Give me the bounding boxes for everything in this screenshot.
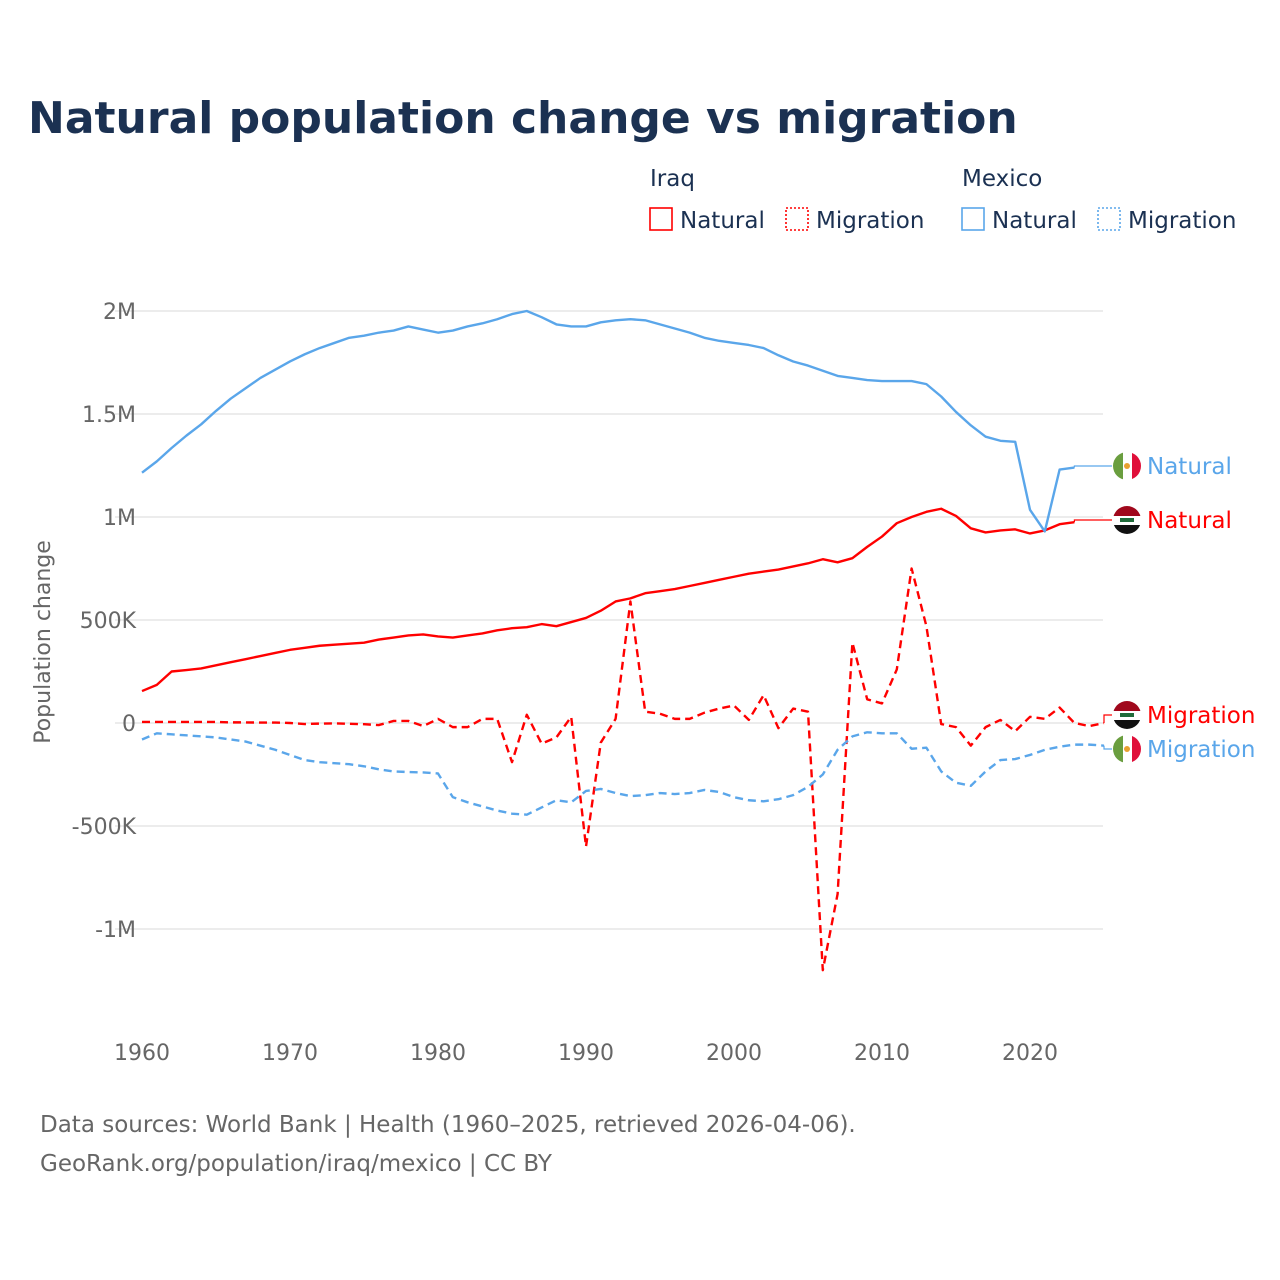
end-label: Migration: [1147, 703, 1255, 729]
mexico-flag-icon: [1113, 452, 1141, 480]
x-tick-label: 1960: [114, 1041, 170, 1066]
y-tick-label: 2M: [103, 300, 136, 325]
iraq-flag-icon: [1113, 506, 1141, 534]
series-line-iraq-migration: [142, 567, 1105, 972]
footer-source: Data sources: World Bank | Health (1960–…: [40, 1112, 856, 1138]
flag-emblem: [1120, 713, 1134, 717]
series-lines: [141, 309, 1112, 972]
y-tick-label: 500K: [80, 609, 137, 634]
legend-swatch: [961, 207, 985, 231]
x-tick-label: 1980: [410, 1041, 466, 1066]
flag-body: [1113, 506, 1141, 534]
label-connector: [1073, 465, 1112, 468]
chart-title: Natural population change vs migration: [28, 93, 1018, 144]
legend-group-title: Iraq: [650, 166, 695, 192]
legend-item-label: Natural: [992, 208, 1077, 234]
series-line-mexico-migration: [141, 731, 1105, 816]
flag-stripe: [1132, 735, 1141, 763]
flag-emblem: [1124, 463, 1130, 469]
flag-body: [1113, 735, 1141, 763]
end-label: Natural: [1147, 508, 1232, 534]
flag-emblem: [1120, 518, 1134, 522]
flag-body: [1113, 701, 1141, 729]
flag-body: [1113, 452, 1141, 480]
grid: 2M 1.5M 1M 500K 0 -500K -1M 1960 1970 1980 1990 200…: [72, 300, 1103, 1066]
y-axis-label: Population change: [31, 540, 56, 744]
y-tick-label: -500K: [72, 815, 137, 840]
x-tick-label: 2010: [854, 1041, 910, 1066]
legend: Iraq Natural Migration Mexico Natural Migrati…: [649, 166, 1236, 234]
series-line-iraq-natural: [141, 507, 1075, 693]
x-tick-label: 1990: [558, 1041, 614, 1066]
flag-stripe: [1113, 720, 1141, 729]
x-tick-label: 2000: [706, 1041, 762, 1066]
legend-group-title: Mexico: [962, 166, 1042, 192]
label-connector: [1103, 714, 1112, 723]
legend-item-label: Migration: [816, 208, 924, 234]
y-tick-label: 1M: [103, 506, 136, 531]
label-connector: [1073, 519, 1112, 523]
end-label: Natural: [1147, 454, 1232, 480]
legend-swatch: [649, 207, 673, 231]
series-line-mexico-natural: [141, 309, 1075, 533]
y-tick-label: -1M: [95, 918, 136, 943]
label-connector: [1103, 745, 1112, 750]
flag-stripe: [1132, 452, 1141, 480]
y-tick-label: 1.5M: [82, 403, 136, 428]
x-tick-label: 2020: [1002, 1041, 1058, 1066]
x-tick-label: 1970: [262, 1041, 318, 1066]
flag-stripe: [1113, 701, 1141, 711]
flag-stripe: [1113, 506, 1141, 516]
legend-item-label: Natural: [680, 208, 765, 234]
legend-swatch: [785, 207, 809, 231]
footer-link[interactable]: GeoRank.org/population/iraq/mexico | CC …: [40, 1151, 553, 1177]
end-labels: Natural Migration Natural Migration: [1113, 452, 1255, 763]
iraq-flag-icon: [1113, 701, 1141, 729]
flag-stripe: [1113, 525, 1141, 534]
flag-stripe: [1113, 735, 1123, 763]
mexico-flag-icon: [1113, 735, 1141, 763]
end-label: Migration: [1147, 737, 1255, 763]
legend-swatch: [1097, 207, 1121, 231]
flag-emblem: [1124, 746, 1130, 752]
y-tick-label: 0: [122, 712, 136, 737]
legend-item-label: Migration: [1128, 208, 1236, 234]
flag-stripe: [1113, 452, 1123, 480]
